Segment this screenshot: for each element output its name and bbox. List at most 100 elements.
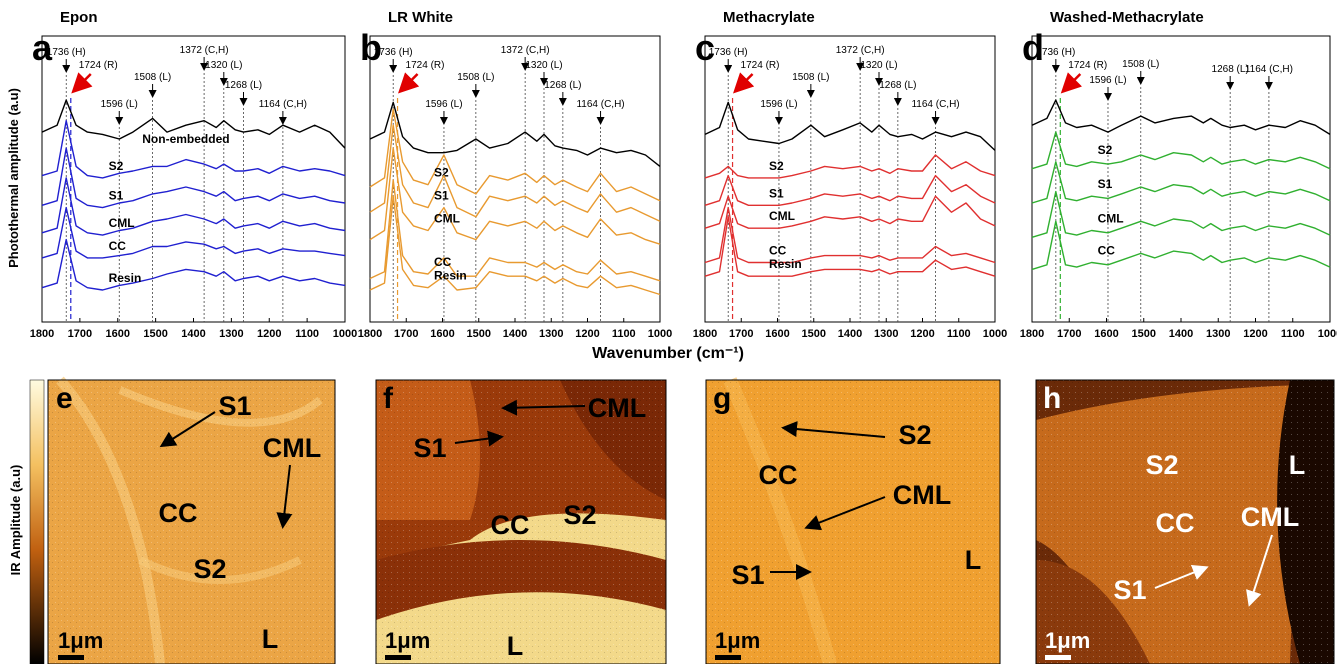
spectrum-line — [41, 120, 346, 179]
spectrum-line — [369, 101, 661, 167]
spectrum-line — [369, 108, 661, 202]
x-tick-label: 1300 — [219, 328, 243, 340]
image-arrow — [276, 464, 293, 529]
spectrum-line — [369, 124, 661, 222]
spectrum-line — [704, 195, 996, 229]
x-tick-label: 1100 — [612, 328, 636, 340]
x-tick-label: 1700 — [394, 328, 418, 340]
panel-title: Epon — [60, 9, 98, 26]
spectrum-line — [369, 195, 661, 296]
series-label: CC — [109, 239, 127, 253]
x-axis-label: Wavenumber (cm⁻¹) — [592, 345, 744, 362]
peak-label: 1596 (L) — [425, 99, 462, 110]
series-label: S2 — [109, 159, 124, 173]
series-label: S1 — [109, 189, 124, 203]
peak-label: 1596 (L) — [760, 99, 797, 110]
peak-arrow — [1060, 72, 1082, 94]
series-label: Non-embedded — [142, 132, 229, 146]
series-label: S1 — [1098, 177, 1113, 191]
peak-label: 1724 (R) — [1068, 60, 1107, 71]
panel-letter: c — [695, 27, 715, 68]
peak-arrow — [733, 72, 755, 94]
x-tick-label: 1500 — [467, 328, 491, 340]
x-tick-label: 1300 — [539, 328, 563, 340]
peak-label: 1508 (L) — [1122, 59, 1159, 70]
series-label: CC — [1098, 244, 1116, 258]
spectrum-line — [1031, 99, 1331, 135]
x-tick-label: 1000 — [648, 328, 672, 340]
image-label: S2 — [898, 420, 931, 450]
x-tick-label: 1600 — [430, 328, 454, 340]
peak-label: 1268 (L) — [544, 80, 581, 91]
peak-arrow — [398, 72, 420, 94]
image-letter: h — [1043, 382, 1061, 415]
peak-label: 1164 (C,H) — [911, 99, 959, 110]
x-tick-label: 1100 — [947, 328, 971, 340]
panel-title: Washed-Methacrylate — [1050, 9, 1204, 26]
image-arrow — [501, 399, 586, 416]
image-label: CC — [159, 498, 198, 528]
peak-label: 1724 (R) — [79, 60, 118, 71]
x-tick-label: 1600 — [765, 328, 789, 340]
series-label: Resin — [109, 271, 142, 285]
x-tick-label: 1400 — [1169, 328, 1193, 340]
x-tick-label: 1800 — [1020, 328, 1044, 340]
image-h — [1035, 379, 1335, 665]
image-label: S1 — [218, 391, 251, 421]
panel-title: Methacrylate — [723, 9, 815, 26]
series-label: CML — [109, 216, 135, 230]
image-letter: e — [56, 382, 73, 415]
x-tick-label: 1100 — [1281, 328, 1305, 340]
scale-bar — [385, 655, 411, 660]
spectrum-line — [704, 174, 996, 206]
spectrum-line — [1031, 131, 1331, 170]
peak-arrow — [71, 72, 93, 94]
y-axis-label: Photothermal amplitude (a.u) — [6, 88, 21, 268]
peak-label: 1164 (C,H) — [1245, 64, 1293, 75]
x-tick-label: 1300 — [874, 328, 898, 340]
series-label: Resin — [769, 257, 802, 271]
x-tick-label: 1600 — [106, 328, 130, 340]
spectrum-line — [704, 206, 996, 264]
scale-label: 1μm — [715, 628, 760, 653]
series-label: CML — [769, 209, 795, 223]
image-label: L — [262, 624, 279, 654]
image-label: S1 — [1113, 575, 1146, 605]
x-tick-label: 1100 — [295, 328, 319, 340]
spectrum-line — [41, 99, 346, 149]
x-tick-label: 1400 — [181, 328, 205, 340]
image-label: L — [507, 631, 524, 661]
panel-letter: d — [1022, 27, 1044, 68]
peak-label: 1164 (C,H) — [259, 99, 307, 110]
x-tick-label: 1500 — [802, 328, 826, 340]
x-tick-label: 1500 — [1132, 328, 1156, 340]
x-tick-label: 1000 — [983, 328, 1007, 340]
spectrum-line — [41, 206, 346, 259]
spectrum-line — [1031, 190, 1331, 238]
x-tick-label: 1400 — [838, 328, 862, 340]
peak-label: 1508 (L) — [792, 72, 829, 83]
image-f — [375, 379, 667, 665]
scale-label: 1μm — [385, 628, 430, 653]
spectrum-line — [1031, 220, 1331, 271]
x-tick-label: 1300 — [1206, 328, 1230, 340]
x-tick-label: 1500 — [143, 328, 167, 340]
x-tick-label: 1700 — [68, 328, 92, 340]
x-tick-label: 1200 — [1243, 328, 1267, 340]
series-label: CC — [434, 255, 452, 269]
image-label: CC — [1156, 508, 1195, 538]
image-label: CML — [893, 480, 951, 510]
peak-label: 1372 (C,H) — [836, 45, 885, 56]
image-label: S1 — [731, 560, 764, 590]
image-label: CML — [588, 393, 646, 423]
spectrum-line — [704, 216, 996, 277]
peak-label: 1268 (L) — [1212, 64, 1249, 75]
image-label: CC — [491, 510, 530, 540]
image-label: S1 — [413, 433, 446, 463]
image-arrow — [1154, 565, 1209, 589]
peak-label: 1320 (L) — [860, 60, 897, 71]
x-tick-label: 1200 — [575, 328, 599, 340]
panel-letter: b — [360, 27, 382, 68]
x-tick-label: 1000 — [1318, 328, 1337, 340]
